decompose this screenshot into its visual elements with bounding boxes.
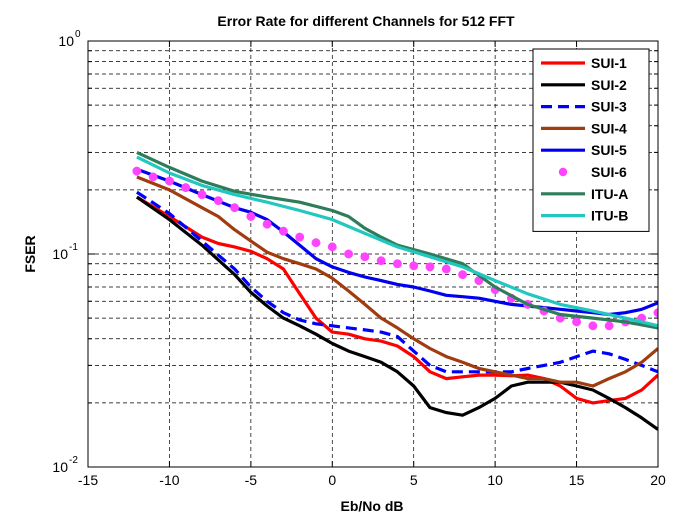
series-line [136,190,658,374]
legend-item: SUI-1 [541,55,627,71]
series-itu-a [136,150,658,330]
data-point [409,261,419,271]
data-point [311,238,321,248]
legend: SUI-1 SUI-2 SUI-3 SUI-4 SUI-5 SUI-6 ITU-A ITU-B [532,48,650,232]
data-point [441,264,451,274]
legend-label: SUI-3 [591,99,627,115]
x-tick-label: -15 [78,472,98,488]
legend-item: ITU-A [541,186,628,202]
series-sui-1 [136,195,658,405]
y-tick-exponent: 0 [75,29,81,40]
data-point [262,219,272,229]
y-tick-exponent: -1 [69,242,78,253]
data-point [604,321,614,331]
series-sui-3 [136,190,658,374]
data-point [344,249,354,259]
x-axis-label: Eb/No dB [341,498,404,514]
legend-label: SUI-1 [591,55,627,71]
legend-item: SUI-6 [558,164,627,180]
data-point [246,212,256,221]
legend-label: ITU-B [591,208,628,224]
series-line [136,155,658,328]
legend-label: SUI-2 [591,77,627,93]
legend-item: SUI-3 [541,99,627,115]
legend-box [532,48,650,232]
series-layer [132,150,658,431]
legend-item: SUI-4 [541,120,627,136]
y-tick-label: 10 -2 [52,455,78,475]
y-tick-label: 10 -1 [52,242,78,262]
series-sui-5 [136,167,658,317]
data-point [181,183,191,193]
x-tick-label: -5 [245,472,258,488]
series-line [136,175,658,388]
data-point [360,252,370,262]
grid [88,41,658,467]
data-point [327,242,337,252]
x-ticks: -15 -10 -5 0 5 10 15 20 [78,41,666,488]
data-point [572,317,582,327]
chart-title: Error Rate for different Channels for 51… [217,13,515,29]
legend-label: ITU-A [591,186,628,202]
series-itu-b [136,155,658,328]
series-line [136,150,658,330]
series-sui-4 [136,175,658,388]
x-tick-label: 20 [650,472,666,488]
data-point [148,172,158,182]
y-tick-base: 10 [58,33,74,49]
y-axis-label: FSER [22,235,38,272]
legend-item: ITU-B [541,208,628,224]
x-tick-label: -10 [159,472,179,488]
legend-item: SUI-5 [541,142,627,158]
x-tick-label: 5 [410,472,418,488]
y-tick-exponent: -2 [69,455,78,466]
data-point [458,270,468,280]
data-point [213,196,223,206]
plot-frame [87,40,659,468]
legend-item: SUI-2 [541,77,627,93]
series-line [136,167,658,317]
x-tick-label: 15 [569,472,585,488]
legend-label: SUI-6 [591,164,627,180]
y-tick-base: 10 [52,459,68,475]
data-point [392,259,402,269]
series-sui-2 [135,195,658,431]
data-point [132,166,142,176]
series-line [135,195,658,431]
legend-label: SUI-4 [591,120,627,136]
legend-label: SUI-5 [591,142,627,158]
data-point [588,321,598,331]
data-point [230,203,240,213]
legend-swatch [558,167,568,177]
y-tick-base: 10 [52,246,68,262]
x-tick-label: 10 [487,472,503,488]
x-tick-label: 0 [328,472,336,488]
data-point [278,226,288,236]
series-line [136,195,658,405]
data-point [197,190,207,200]
data-point [376,256,386,266]
y-tick-label: 10 0 [58,29,81,49]
data-point [164,176,174,186]
data-point [295,232,305,242]
data-point [425,262,435,272]
